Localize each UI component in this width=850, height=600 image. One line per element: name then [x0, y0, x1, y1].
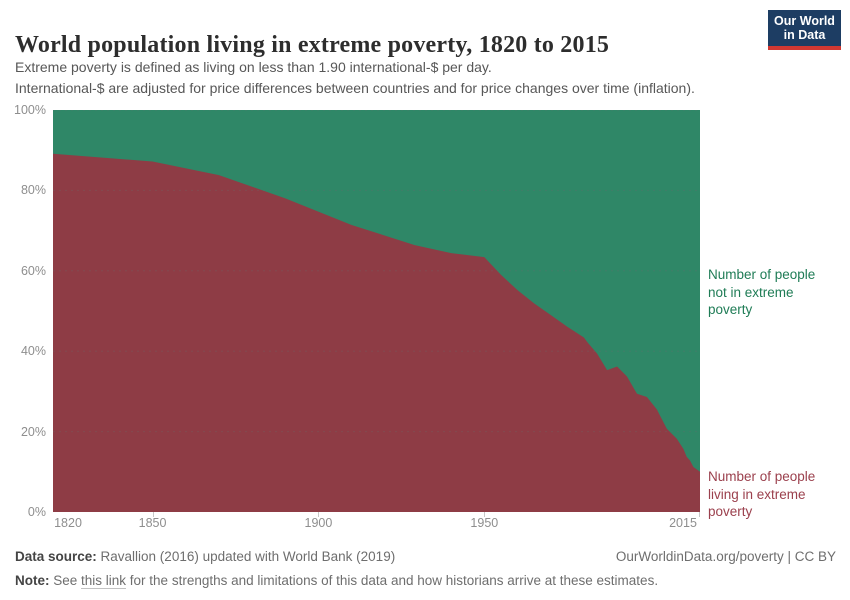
subtitle-line-2: International-$ are adjusted for price d… [15, 80, 695, 96]
y-axis-label-20: 20% [20, 424, 46, 439]
x-axis-label-1850: 1850 [138, 516, 167, 530]
page-title: World population living in extreme pover… [15, 32, 610, 59]
y-axis-label-0: 0% [27, 505, 46, 519]
area-living-in-extreme-poverty [53, 153, 700, 512]
owid-attribution: OurWorldinData.org/poverty | CC BY [615, 549, 836, 564]
poverty-stacked-area-chart [53, 110, 700, 512]
data-source-line: Data source: Ravallion (2016) updated wi… [15, 549, 396, 564]
x-axis-tick-1950 [484, 512, 486, 517]
stacked-area-svg [53, 110, 700, 512]
x-axis-label-1820: 1820 [54, 516, 82, 530]
y-axis-label-80: 80% [20, 183, 46, 198]
owid-logo-line-2: in Data [783, 28, 826, 42]
x-axis-label-1950: 1950 [470, 516, 499, 530]
note-link[interactable]: this link [81, 573, 127, 589]
x-axis-label-2015: 2015 [669, 516, 697, 530]
x-axis-label-1900: 1900 [304, 516, 333, 530]
y-axis-label-40: 40% [20, 344, 46, 359]
series-label-not-in-extreme-poverty: Number of people not in extreme poverty [708, 267, 816, 317]
owid-logo[interactable]: Our World in Data [768, 10, 841, 50]
x-axis-tick-1900 [318, 512, 320, 517]
chart-footer: Data source: Ravallion (2016) updated wi… [15, 549, 836, 589]
subtitle-line-1: Extreme poverty is defined as living on … [15, 59, 492, 75]
series-label-living-in-extreme-poverty: Number of people living in extreme pover… [708, 469, 816, 519]
owid-logo-line-1: Our World [774, 14, 835, 28]
y-axis-label-60: 60% [20, 263, 46, 278]
note-line: Note: See this link for the strengths an… [15, 573, 659, 589]
chart-subtitle: Extreme poverty is defined as living on … [15, 57, 775, 99]
y-axis-label-100: 100% [14, 103, 46, 117]
x-axis-tick-2015 [699, 512, 700, 517]
x-axis-tick-1850 [152, 512, 154, 517]
